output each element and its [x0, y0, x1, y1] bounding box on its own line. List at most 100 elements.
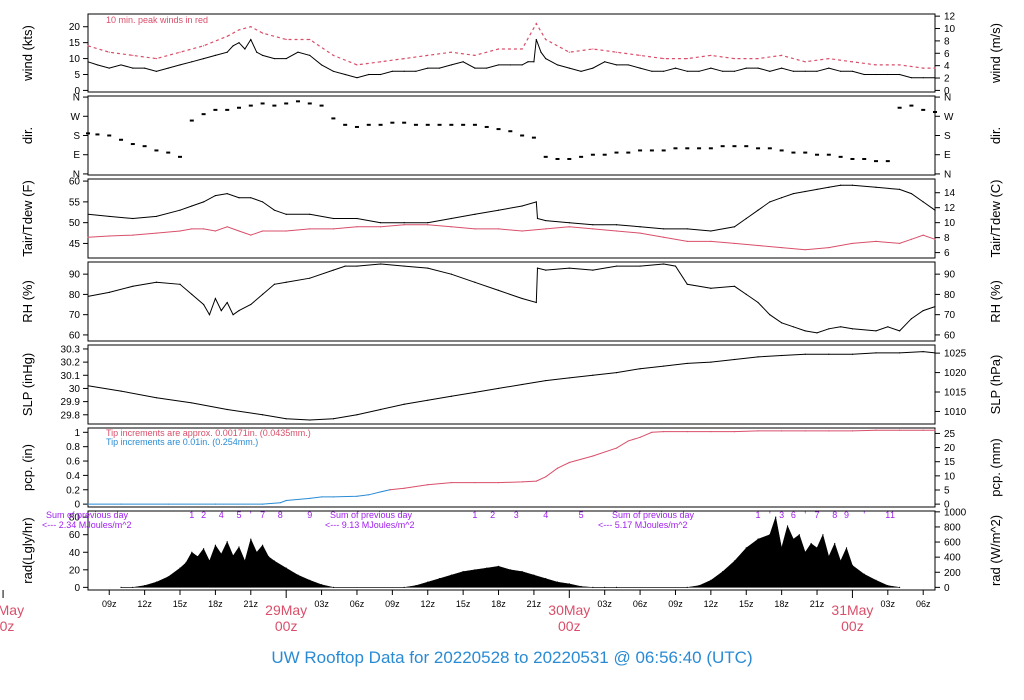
right-tick-label: N — [944, 169, 951, 180]
series-point — [781, 54, 783, 56]
dir-point — [791, 151, 796, 154]
right-tick-label: 0 — [944, 500, 950, 511]
right-tick-label: 0 — [944, 86, 950, 97]
series-point — [273, 57, 275, 60]
series-point — [250, 26, 252, 28]
series-point — [592, 67, 594, 69]
series-point — [273, 283, 275, 285]
series-point — [568, 51, 570, 53]
series-point — [615, 447, 618, 449]
series-point — [663, 57, 665, 60]
rad-point — [745, 547, 747, 549]
left-tick-label: 0 — [74, 500, 80, 511]
left-tick-label: E — [73, 150, 80, 161]
series-line-0 — [87, 351, 936, 421]
panel-frame — [87, 427, 936, 508]
series-point — [592, 228, 594, 230]
dir-point — [107, 134, 112, 137]
dir-point — [826, 153, 831, 156]
series-point — [615, 224, 618, 226]
series-point — [155, 215, 158, 218]
right-tick-label: 6 — [944, 49, 950, 60]
series-point — [132, 234, 134, 236]
dir-point — [720, 145, 725, 148]
rad-point — [120, 586, 122, 588]
panel-frame — [87, 95, 936, 176]
left-tick-label: 60 — [69, 530, 81, 541]
hour-tick-label: 06z — [633, 599, 648, 609]
series-point — [651, 70, 653, 72]
series-point — [851, 242, 854, 245]
y-axis-label-left: RH (%) — [20, 280, 35, 323]
series-point — [521, 64, 523, 66]
right-tick-label: E — [944, 150, 951, 161]
series-point — [261, 414, 264, 416]
right-tick-label: 80 — [944, 290, 956, 301]
dir-point — [166, 151, 171, 154]
y-axis-label-left: wind (kts) — [20, 25, 35, 82]
series-point — [828, 328, 830, 330]
series-point — [474, 213, 476, 215]
series-point — [887, 326, 889, 328]
day-label: 31May — [831, 602, 873, 618]
rad-point — [297, 574, 299, 576]
series-line-1 — [389, 429, 935, 491]
series-point — [792, 192, 795, 195]
series-point — [733, 242, 736, 245]
series-point — [816, 188, 818, 190]
right-tick-label: 12 — [944, 203, 956, 214]
series-point — [155, 232, 158, 234]
dir-point — [756, 147, 761, 150]
dir-point — [319, 104, 324, 107]
hour-tick-label: 12z — [137, 599, 152, 609]
series-point — [639, 232, 641, 234]
day-sub-label: 00z — [275, 618, 298, 634]
hour-tick-label: 09z — [668, 599, 683, 609]
dir-point — [862, 157, 867, 160]
series-point — [285, 281, 287, 283]
series-point — [840, 70, 842, 72]
series-point — [580, 70, 582, 72]
series-point — [403, 222, 405, 224]
series-point — [674, 265, 677, 267]
series-point — [934, 429, 936, 431]
series-point — [899, 242, 901, 245]
dir-point — [413, 123, 418, 126]
left-tick-label: 1 — [74, 428, 80, 439]
series-point — [757, 430, 759, 432]
dir-point — [921, 108, 926, 111]
rad-point — [256, 551, 258, 553]
series-point — [769, 70, 771, 72]
y-axis-label-left: SLP (inHg) — [20, 353, 35, 416]
hour-tick-label: 15z — [739, 599, 754, 609]
series-point — [851, 70, 854, 72]
dir-point — [343, 123, 348, 126]
series-point — [527, 61, 529, 63]
rad-point — [875, 579, 877, 581]
panel-frame — [87, 344, 936, 425]
series-point — [545, 219, 547, 222]
series-point — [521, 48, 523, 50]
hour-tick-label: 12z — [420, 599, 435, 609]
series-point — [309, 54, 311, 56]
series-point — [733, 57, 736, 60]
rad-point — [185, 562, 187, 564]
dir-point — [673, 147, 678, 150]
left-tick-label: 80 — [69, 290, 81, 301]
panel-frame — [87, 261, 936, 342]
series-point — [568, 461, 570, 464]
series-point — [191, 228, 193, 230]
series-point — [450, 481, 452, 484]
series-point — [203, 57, 205, 60]
hour-tick-label: 06z — [916, 599, 931, 609]
series-point — [238, 197, 240, 199]
series-point — [828, 67, 830, 69]
dir-point — [354, 125, 359, 128]
rad-point — [592, 586, 594, 588]
series-point — [592, 48, 594, 50]
rad-point — [450, 574, 452, 576]
series-point — [922, 310, 924, 312]
series-point — [592, 374, 594, 376]
rad-point — [804, 551, 806, 553]
series-point — [536, 267, 539, 269]
